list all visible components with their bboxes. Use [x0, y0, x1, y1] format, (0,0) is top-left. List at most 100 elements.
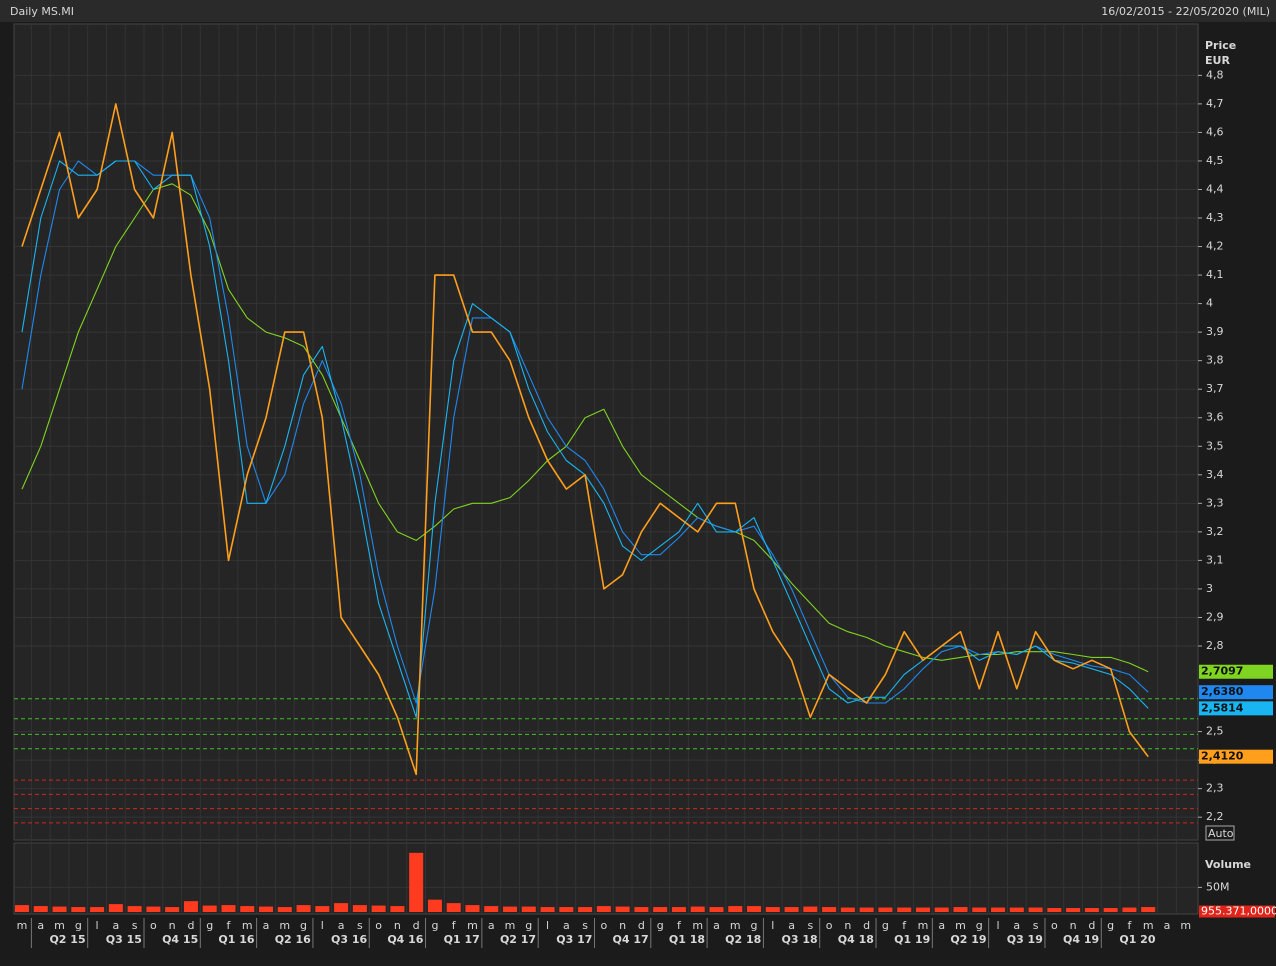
x-tick-label: l	[546, 919, 549, 932]
volume-last-label: 955.371,0000	[1201, 905, 1276, 918]
x-tick-label: a	[788, 919, 795, 932]
x-tick-label: m	[242, 919, 253, 932]
x-tick-label: o	[601, 919, 608, 932]
volume-label: Volume	[1205, 858, 1251, 871]
grid	[14, 24, 1198, 914]
volume-bar	[15, 905, 29, 912]
x-tick-label: d	[187, 919, 194, 932]
x-tick-label: n	[619, 919, 626, 932]
x-tick-label: f	[902, 919, 907, 932]
volume-bar	[615, 906, 630, 912]
x-tick-label: l	[771, 919, 774, 932]
volume-bar	[1141, 907, 1156, 912]
x-tick-label: n	[844, 919, 851, 932]
x-tick-label: a	[263, 919, 270, 932]
volume-tick-label: 50M	[1206, 880, 1230, 893]
scale-mode[interactable]: Auto	[1208, 827, 1234, 840]
volume-bar	[390, 906, 405, 912]
x-quarter-label: Q1 16	[218, 933, 254, 946]
volume-bar	[671, 907, 686, 912]
x-tick-label: d	[638, 919, 645, 932]
volume-bar	[840, 907, 855, 912]
volume-bar	[108, 904, 123, 912]
volume-bar	[1028, 907, 1043, 912]
volume-bar	[221, 905, 236, 912]
volume-bar	[634, 907, 649, 912]
last-value-label: 2,5814	[1201, 701, 1244, 714]
y-tick-label: 3,4	[1206, 468, 1224, 481]
x-tick-label: d	[413, 919, 420, 932]
y-tick-label: 3,7	[1206, 382, 1224, 395]
volume-bar	[690, 906, 705, 912]
x-tick-label: f	[452, 919, 457, 932]
volume-bar	[52, 906, 67, 912]
x-tick-label: a	[713, 919, 720, 932]
x-quarter-label: Q1 18	[669, 933, 705, 946]
volume-bar	[728, 906, 743, 912]
x-quarter-label: Q2 16	[275, 933, 311, 946]
volume-bar	[578, 907, 593, 912]
volume-bar	[653, 907, 668, 912]
x-tick-label: f	[677, 919, 682, 932]
last-value-box	[1199, 664, 1273, 679]
volume-bar	[859, 907, 874, 912]
volume-bar	[71, 907, 86, 912]
y-tick-label: 4,1	[1206, 268, 1224, 281]
volume-bar	[991, 907, 1006, 912]
volume-bar	[334, 903, 349, 912]
x-quarter-label: Q2 18	[725, 933, 761, 946]
x-tick-label: g	[751, 919, 758, 932]
x-quarter-label: Q4 17	[613, 933, 649, 946]
volume-bar	[1084, 908, 1099, 912]
volume-bar	[165, 907, 180, 912]
x-quarter-label: Q1 17	[444, 933, 480, 946]
volume-bar	[1122, 907, 1137, 912]
series-line	[21, 183, 1149, 673]
y-axis-label: Price	[1205, 39, 1236, 52]
date-range: 16/02/2015 - 22/05/2020 (MIL)	[1101, 5, 1270, 18]
volume-bar	[709, 907, 724, 912]
volume-bar	[90, 907, 105, 912]
scale-mode-box[interactable]	[1205, 825, 1235, 841]
x-tick-label: g	[657, 919, 664, 932]
volume-bar	[259, 906, 274, 912]
volume-bar	[897, 907, 912, 912]
volume-bar	[521, 906, 536, 912]
y-tick-label: 3	[1206, 582, 1213, 595]
x-tick-label: o	[375, 919, 382, 932]
volume-bar	[183, 901, 198, 912]
y-tick-label: 4,6	[1206, 125, 1224, 138]
x-tick-label: n	[394, 919, 401, 932]
x-tick-label: g	[206, 919, 213, 932]
y-tick-label: 3,9	[1206, 325, 1224, 338]
y-tick-label: 2,5	[1206, 725, 1224, 738]
x-tick-label: n	[169, 919, 176, 932]
x-tick-label: l	[96, 919, 99, 932]
volume-bar	[953, 907, 968, 912]
last-value-box	[1199, 685, 1273, 700]
x-tick-label: m	[279, 919, 290, 932]
volume-bar	[803, 906, 818, 912]
volume-bar	[1066, 908, 1081, 912]
x-tick-label: a	[488, 919, 495, 932]
x-tick-label: a	[938, 919, 945, 932]
x-tick-label: o	[826, 919, 833, 932]
chart-title: Daily MS.MI	[10, 5, 74, 18]
x-tick-label: s	[357, 919, 363, 932]
x-tick-label: s	[582, 919, 588, 932]
x-quarter-label: Q2 19	[950, 933, 986, 946]
x-tick-label: a	[112, 919, 119, 932]
y-tick-label: 2,9	[1206, 610, 1224, 623]
volume-bar	[540, 907, 555, 912]
x-quarter-label: Q1 20	[1119, 933, 1155, 946]
y-tick-label: 4,5	[1206, 154, 1224, 167]
y-tick-label: 4	[1206, 297, 1213, 310]
volume-bar	[972, 907, 987, 912]
x-tick-label: g	[431, 919, 438, 932]
volume-bar	[240, 906, 255, 912]
volume-bar	[409, 852, 424, 912]
volume-bar	[915, 907, 930, 912]
x-quarter-label: Q4 18	[838, 933, 874, 946]
x-tick-label: s	[807, 919, 813, 932]
volume-bar	[596, 906, 611, 912]
